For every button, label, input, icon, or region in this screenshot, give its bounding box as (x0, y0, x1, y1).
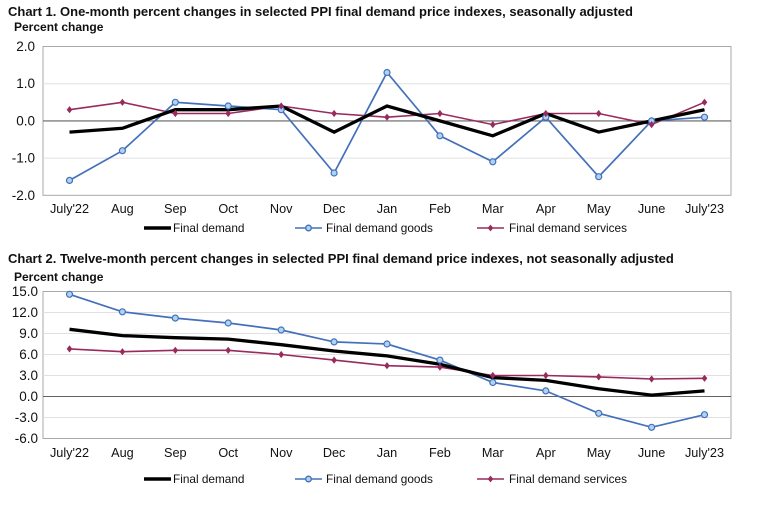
svg-text:Percent change: Percent change (14, 20, 104, 34)
svg-text:3.0: 3.0 (19, 368, 38, 383)
svg-text:Chart 2. Twelve-month percent: Chart 2. Twelve-month percent changes in… (8, 251, 674, 266)
svg-text:-3.0: -3.0 (15, 410, 38, 425)
svg-text:1.0: 1.0 (16, 76, 35, 91)
svg-text:Final demand: Final demand (173, 472, 244, 486)
svg-text:-1.0: -1.0 (12, 151, 35, 166)
svg-text:July'22: July'22 (50, 202, 89, 216)
svg-text:June: June (638, 446, 666, 460)
svg-text:Jan: Jan (377, 446, 397, 460)
svg-text:May: May (587, 446, 612, 460)
svg-text:Oct: Oct (218, 202, 238, 216)
svg-text:Final demand services: Final demand services (509, 472, 627, 486)
svg-text:July'23: July'23 (685, 446, 724, 460)
svg-text:Apr: Apr (536, 202, 557, 216)
svg-text:-6.0: -6.0 (15, 431, 38, 446)
svg-text:Final demand goods: Final demand goods (326, 221, 433, 235)
svg-text:Feb: Feb (429, 202, 451, 216)
svg-text:Final demand goods: Final demand goods (326, 472, 433, 486)
svg-text:Final demand services: Final demand services (509, 221, 627, 235)
svg-text:Feb: Feb (429, 446, 451, 460)
svg-text:July'23: July'23 (685, 202, 724, 216)
svg-text:May: May (587, 202, 612, 216)
svg-text:Dec: Dec (323, 202, 346, 216)
svg-text:Mar: Mar (482, 202, 505, 216)
svg-text:Dec: Dec (323, 446, 346, 460)
svg-text:0.0: 0.0 (19, 389, 38, 404)
svg-text:July'22: July'22 (50, 446, 89, 460)
svg-text:-2.0: -2.0 (12, 188, 35, 203)
svg-text:Aug: Aug (111, 446, 134, 460)
svg-text:Chart 1. One-month percent cha: Chart 1. One-month percent changes in se… (8, 4, 633, 19)
svg-text:Mar: Mar (482, 446, 505, 460)
svg-text:Nov: Nov (270, 202, 293, 216)
svg-text:12.0: 12.0 (12, 305, 38, 320)
svg-text:15.0: 15.0 (12, 284, 38, 299)
svg-text:June: June (638, 202, 666, 216)
svg-text:Final demand: Final demand (173, 221, 244, 235)
svg-text:9.0: 9.0 (19, 326, 38, 341)
svg-text:Sep: Sep (164, 446, 187, 460)
svg-text:Sep: Sep (164, 202, 187, 216)
svg-text:Apr: Apr (536, 446, 557, 460)
svg-text:2.0: 2.0 (16, 39, 35, 54)
svg-text:Percent change: Percent change (14, 270, 104, 284)
svg-text:Aug: Aug (111, 202, 134, 216)
svg-text:Jan: Jan (377, 202, 397, 216)
svg-text:Oct: Oct (218, 446, 238, 460)
svg-text:Nov: Nov (270, 446, 293, 460)
svg-text:6.0: 6.0 (19, 347, 38, 362)
svg-text:0.0: 0.0 (16, 113, 35, 128)
